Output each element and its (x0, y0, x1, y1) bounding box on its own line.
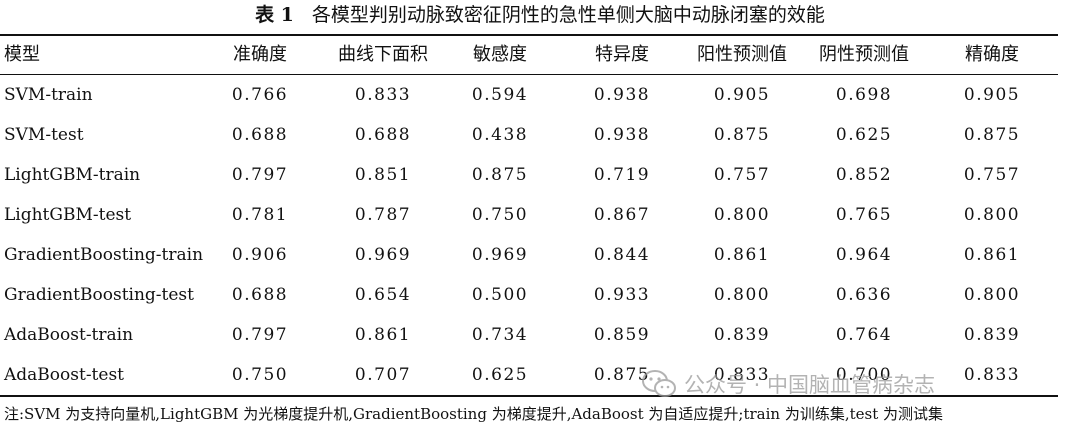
header-cell-accuracy: 准确度 (233, 44, 287, 65)
table-body: SVM-train 0.766 0.833 0.594 0.938 0.905 0.698 0… (0, 75, 1058, 395)
table-row: SVM-train 0.766 0.833 0.594 0.938 0.905 0.698 0… (0, 75, 1058, 115)
cell-model: GradientBoosting-test (4, 285, 194, 305)
cell-ppv: 0.833 (713, 365, 771, 385)
cell-precision: 0.875 (963, 125, 1021, 145)
cell-specificity: 0.844 (593, 245, 651, 265)
cell-specificity: 0.875 (593, 365, 651, 385)
cell-specificity: 0.938 (593, 85, 651, 105)
cell-model: AdaBoost-test (4, 365, 125, 385)
cell-auc: 0.833 (354, 85, 412, 105)
cell-specificity: 0.933 (593, 285, 651, 305)
cell-auc: 0.851 (354, 165, 412, 185)
cell-auc: 0.861 (354, 325, 412, 345)
cell-precision: 0.800 (963, 285, 1021, 305)
cell-npv: 0.852 (835, 165, 893, 185)
cell-npv: 0.700 (835, 365, 893, 385)
cell-ppv: 0.875 (713, 125, 771, 145)
table-row: AdaBoost-train 0.797 0.861 0.734 0.859 0.839 0… (0, 315, 1058, 355)
cell-ppv: 0.861 (713, 245, 771, 265)
cell-sensitivity: 0.500 (471, 285, 529, 305)
header-cell-auc: 曲线下面积 (338, 44, 428, 65)
cell-model: AdaBoost-train (4, 325, 134, 345)
cell-model: SVM-test (4, 125, 84, 145)
cell-accuracy: 0.766 (231, 85, 289, 105)
cell-ppv: 0.839 (713, 325, 771, 345)
cell-precision: 0.839 (963, 325, 1021, 345)
cell-npv: 0.636 (835, 285, 893, 305)
header-cell-precision: 精确度 (965, 44, 1019, 65)
table-row: AdaBoost-test 0.750 0.707 0.625 0.875 0.833 0.… (0, 355, 1058, 395)
cell-sensitivity: 0.438 (471, 125, 529, 145)
header-cell-model: 模型 (4, 44, 40, 65)
wechat-icon (642, 370, 676, 397)
cell-accuracy: 0.688 (231, 125, 289, 145)
header-cell-specificity: 特异度 (595, 44, 649, 65)
table-row: SVM-test 0.688 0.688 0.438 0.938 0.875 0.625 0.… (0, 115, 1058, 155)
cell-specificity: 0.867 (593, 205, 651, 225)
cell-sensitivity: 0.625 (471, 365, 529, 385)
cell-specificity: 0.859 (593, 325, 651, 345)
bottom-rule (0, 395, 1058, 397)
cell-precision: 0.861 (963, 245, 1021, 265)
cell-sensitivity: 0.969 (471, 245, 529, 265)
cell-specificity: 0.938 (593, 125, 651, 145)
cell-model: LightGBM-train (4, 165, 141, 185)
cell-npv: 0.625 (835, 125, 893, 145)
watermark-text: 公众号 · 中国脑血管病杂志 (684, 373, 936, 397)
cell-accuracy: 0.906 (231, 245, 289, 265)
table-title: 各模型判别动脉致密征阴性的急性单侧大脑中动脉闭塞的效能 (311, 4, 825, 26)
header-cell-npv: 阴性预测值 (819, 44, 909, 65)
cell-npv: 0.765 (835, 205, 893, 225)
table-row: LightGBM-train 0.797 0.851 0.875 0.719 0.757 0… (0, 155, 1058, 195)
cell-accuracy: 0.781 (231, 205, 289, 225)
table-number: 表 1 (255, 4, 294, 26)
table-row: GradientBoosting-train 0.906 0.969 0.969 0.8… (0, 235, 1058, 275)
cell-auc: 0.707 (354, 365, 412, 385)
cell-accuracy: 0.797 (231, 325, 289, 345)
cell-sensitivity: 0.594 (471, 85, 529, 105)
cell-auc: 0.688 (354, 125, 412, 145)
table-caption: 表 1 各模型判别动脉致密征阴性的急性单侧大脑中动脉闭塞的效能 (0, 2, 1080, 28)
cell-model: LightGBM-test (4, 205, 132, 225)
header-cell-ppv: 阳性预测值 (697, 44, 787, 65)
watermark: 公众号 · 中国脑血管病杂志 (642, 366, 935, 402)
table-header-row: 模型 准确度 曲线下面积 敏感度 特异度 阳性预测值 阴性预测值 精确度 (0, 36, 1058, 74)
cell-auc: 0.787 (354, 205, 412, 225)
cell-sensitivity: 0.875 (471, 165, 529, 185)
cell-ppv: 0.905 (713, 85, 771, 105)
cell-sensitivity: 0.734 (471, 325, 529, 345)
cell-npv: 0.764 (835, 325, 893, 345)
cell-ppv: 0.757 (713, 165, 771, 185)
cell-npv: 0.698 (835, 85, 893, 105)
cell-precision: 0.833 (963, 365, 1021, 385)
cell-accuracy: 0.797 (231, 165, 289, 185)
cell-precision: 0.757 (963, 165, 1021, 185)
cell-model: SVM-train (4, 85, 93, 105)
cell-ppv: 0.800 (713, 205, 771, 225)
top-rule (0, 34, 1058, 36)
cell-auc: 0.654 (354, 285, 412, 305)
table-row: GradientBoosting-test 0.688 0.654 0.500 0.93… (0, 275, 1058, 315)
header-cell-sensitivity: 敏感度 (473, 44, 527, 65)
cell-npv: 0.964 (835, 245, 893, 265)
cell-sensitivity: 0.750 (471, 205, 529, 225)
cell-accuracy: 0.688 (231, 285, 289, 305)
cell-precision: 0.905 (963, 85, 1021, 105)
cell-specificity: 0.719 (593, 165, 651, 185)
cell-model: GradientBoosting-train (4, 245, 204, 265)
table-note: 注:SVM 为支持向量机,LightGBM 为光梯度提升机,GradientBo… (4, 405, 944, 423)
cell-auc: 0.969 (354, 245, 412, 265)
header-rule (0, 74, 1058, 75)
cell-precision: 0.800 (963, 205, 1021, 225)
cell-accuracy: 0.750 (231, 365, 289, 385)
cell-ppv: 0.800 (713, 285, 771, 305)
performance-table: 模型 准确度 曲线下面积 敏感度 特异度 阳性预测值 阴性预测值 精确度 SVM… (0, 36, 1058, 394)
table-row: LightGBM-test 0.781 0.787 0.750 0.867 0.800 0.… (0, 195, 1058, 235)
